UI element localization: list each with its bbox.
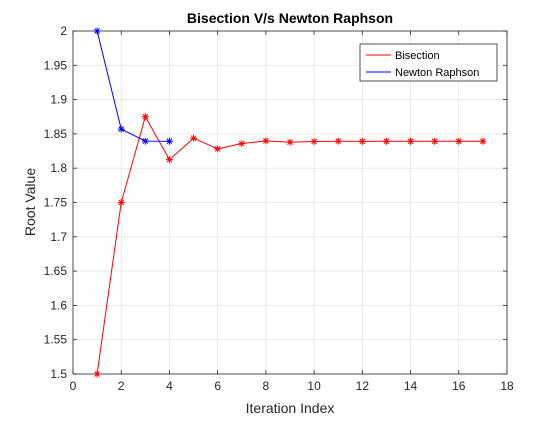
data-point-bisection — [455, 137, 463, 145]
x-tick-label: 8 — [263, 379, 270, 393]
series-newton-raphson — [93, 27, 173, 145]
x-tick-label: 14 — [404, 379, 418, 393]
data-point-bisection — [214, 145, 222, 153]
data-point-bisection — [93, 370, 101, 378]
x-tick-label: 6 — [214, 379, 221, 393]
x-tick-label: 0 — [70, 379, 77, 393]
y-tick-label: 1.95 — [44, 58, 68, 72]
series-line-newton-raphson — [96, 30, 170, 142]
y-axis-ticks: 1.5 1.55 1.6 1.65 1.7 1.75 1.8 1.85 1.9 1.95 2 — [44, 24, 507, 381]
data-point-bisection — [190, 134, 198, 142]
data-point-newton-raphson — [93, 27, 101, 35]
legend-box — [359, 43, 498, 82]
data-point-bisection — [141, 113, 149, 121]
data-point-bisection — [117, 199, 125, 206]
data-point-bisection — [262, 137, 270, 145]
data-point-newton-raphson — [117, 125, 125, 133]
data-point-bisection — [382, 137, 390, 145]
data-point-newton-raphson — [141, 137, 149, 145]
chart-title: Bisection V/s Newton Raphson — [187, 10, 393, 26]
x-tick-label: 18 — [500, 379, 514, 393]
data-point-bisection — [358, 137, 366, 145]
y-tick-label: 1.8 — [50, 161, 67, 175]
x-tick-label: 4 — [166, 379, 173, 393]
y-tick-label: 1.85 — [44, 127, 68, 141]
y-tick-label: 1.6 — [50, 298, 67, 312]
y-tick-label: 1.65 — [44, 264, 68, 278]
y-tick-label: 1.9 — [50, 93, 67, 107]
y-tick-label: 1.55 — [44, 333, 68, 347]
data-point-bisection — [286, 138, 294, 146]
data-point-bisection — [334, 137, 342, 145]
data-point-newton-raphson — [165, 137, 173, 145]
data-point-bisection — [479, 137, 487, 145]
x-tick-label: 2 — [118, 379, 125, 393]
data-point-bisection — [407, 137, 415, 145]
data-point-bisection — [238, 140, 246, 148]
x-tick-label: 16 — [452, 379, 466, 393]
data-point-bisection — [165, 156, 173, 164]
x-tick-label: 10 — [307, 379, 321, 393]
data-point-bisection — [310, 138, 318, 146]
legend-label-bisection: Bisection — [395, 50, 440, 62]
y-tick-label: 2 — [60, 24, 67, 38]
y-axis-title: Root Value — [22, 168, 38, 236]
y-tick-label: 1.75 — [44, 196, 68, 210]
y-tick-label: 1.5 — [50, 367, 67, 381]
data-point-bisection — [431, 137, 439, 145]
legend: Bisection Newton Raphson — [359, 43, 498, 82]
x-axis-ticks: 0 2 4 6 8 10 12 14 16 18 — [70, 31, 514, 393]
x-tick-label: 12 — [356, 379, 370, 393]
legend-label-newton-raphson: Newton Raphson — [395, 67, 479, 79]
y-tick-label: 1.7 — [50, 230, 67, 244]
x-axis-title: Iteration Index — [246, 400, 335, 416]
series-layer — [93, 27, 487, 378]
series-bisection — [93, 113, 487, 378]
